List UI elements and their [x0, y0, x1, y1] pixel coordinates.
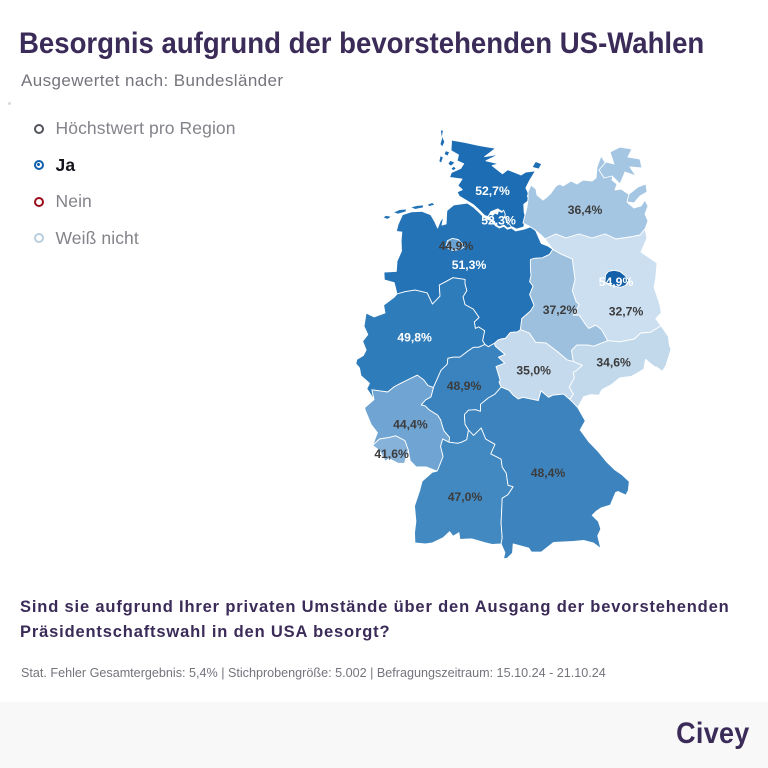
svg-text:44,9%: 44,9%	[439, 239, 474, 253]
svg-text:48,9%: 48,9%	[447, 379, 482, 393]
svg-text:41,6%: 41,6%	[374, 447, 409, 461]
svg-text:52,3%: 52,3%	[481, 214, 516, 228]
svg-text:47,0%: 47,0%	[448, 490, 483, 504]
svg-text:36,4%: 36,4%	[568, 203, 603, 217]
svg-text:32,7%: 32,7%	[609, 305, 644, 319]
svg-text:37,2%: 37,2%	[543, 303, 578, 317]
svg-text:52,7%: 52,7%	[475, 184, 510, 198]
svg-text:51,3%: 51,3%	[452, 258, 487, 272]
svg-text:48,4%: 48,4%	[531, 466, 566, 480]
svg-text:54,9%: 54,9%	[599, 275, 634, 289]
svg-text:35,0%: 35,0%	[516, 364, 551, 378]
svg-text:34,6%: 34,6%	[596, 356, 631, 370]
svg-text:49,8%: 49,8%	[397, 331, 432, 345]
svg-text:44,4%: 44,4%	[393, 418, 428, 432]
